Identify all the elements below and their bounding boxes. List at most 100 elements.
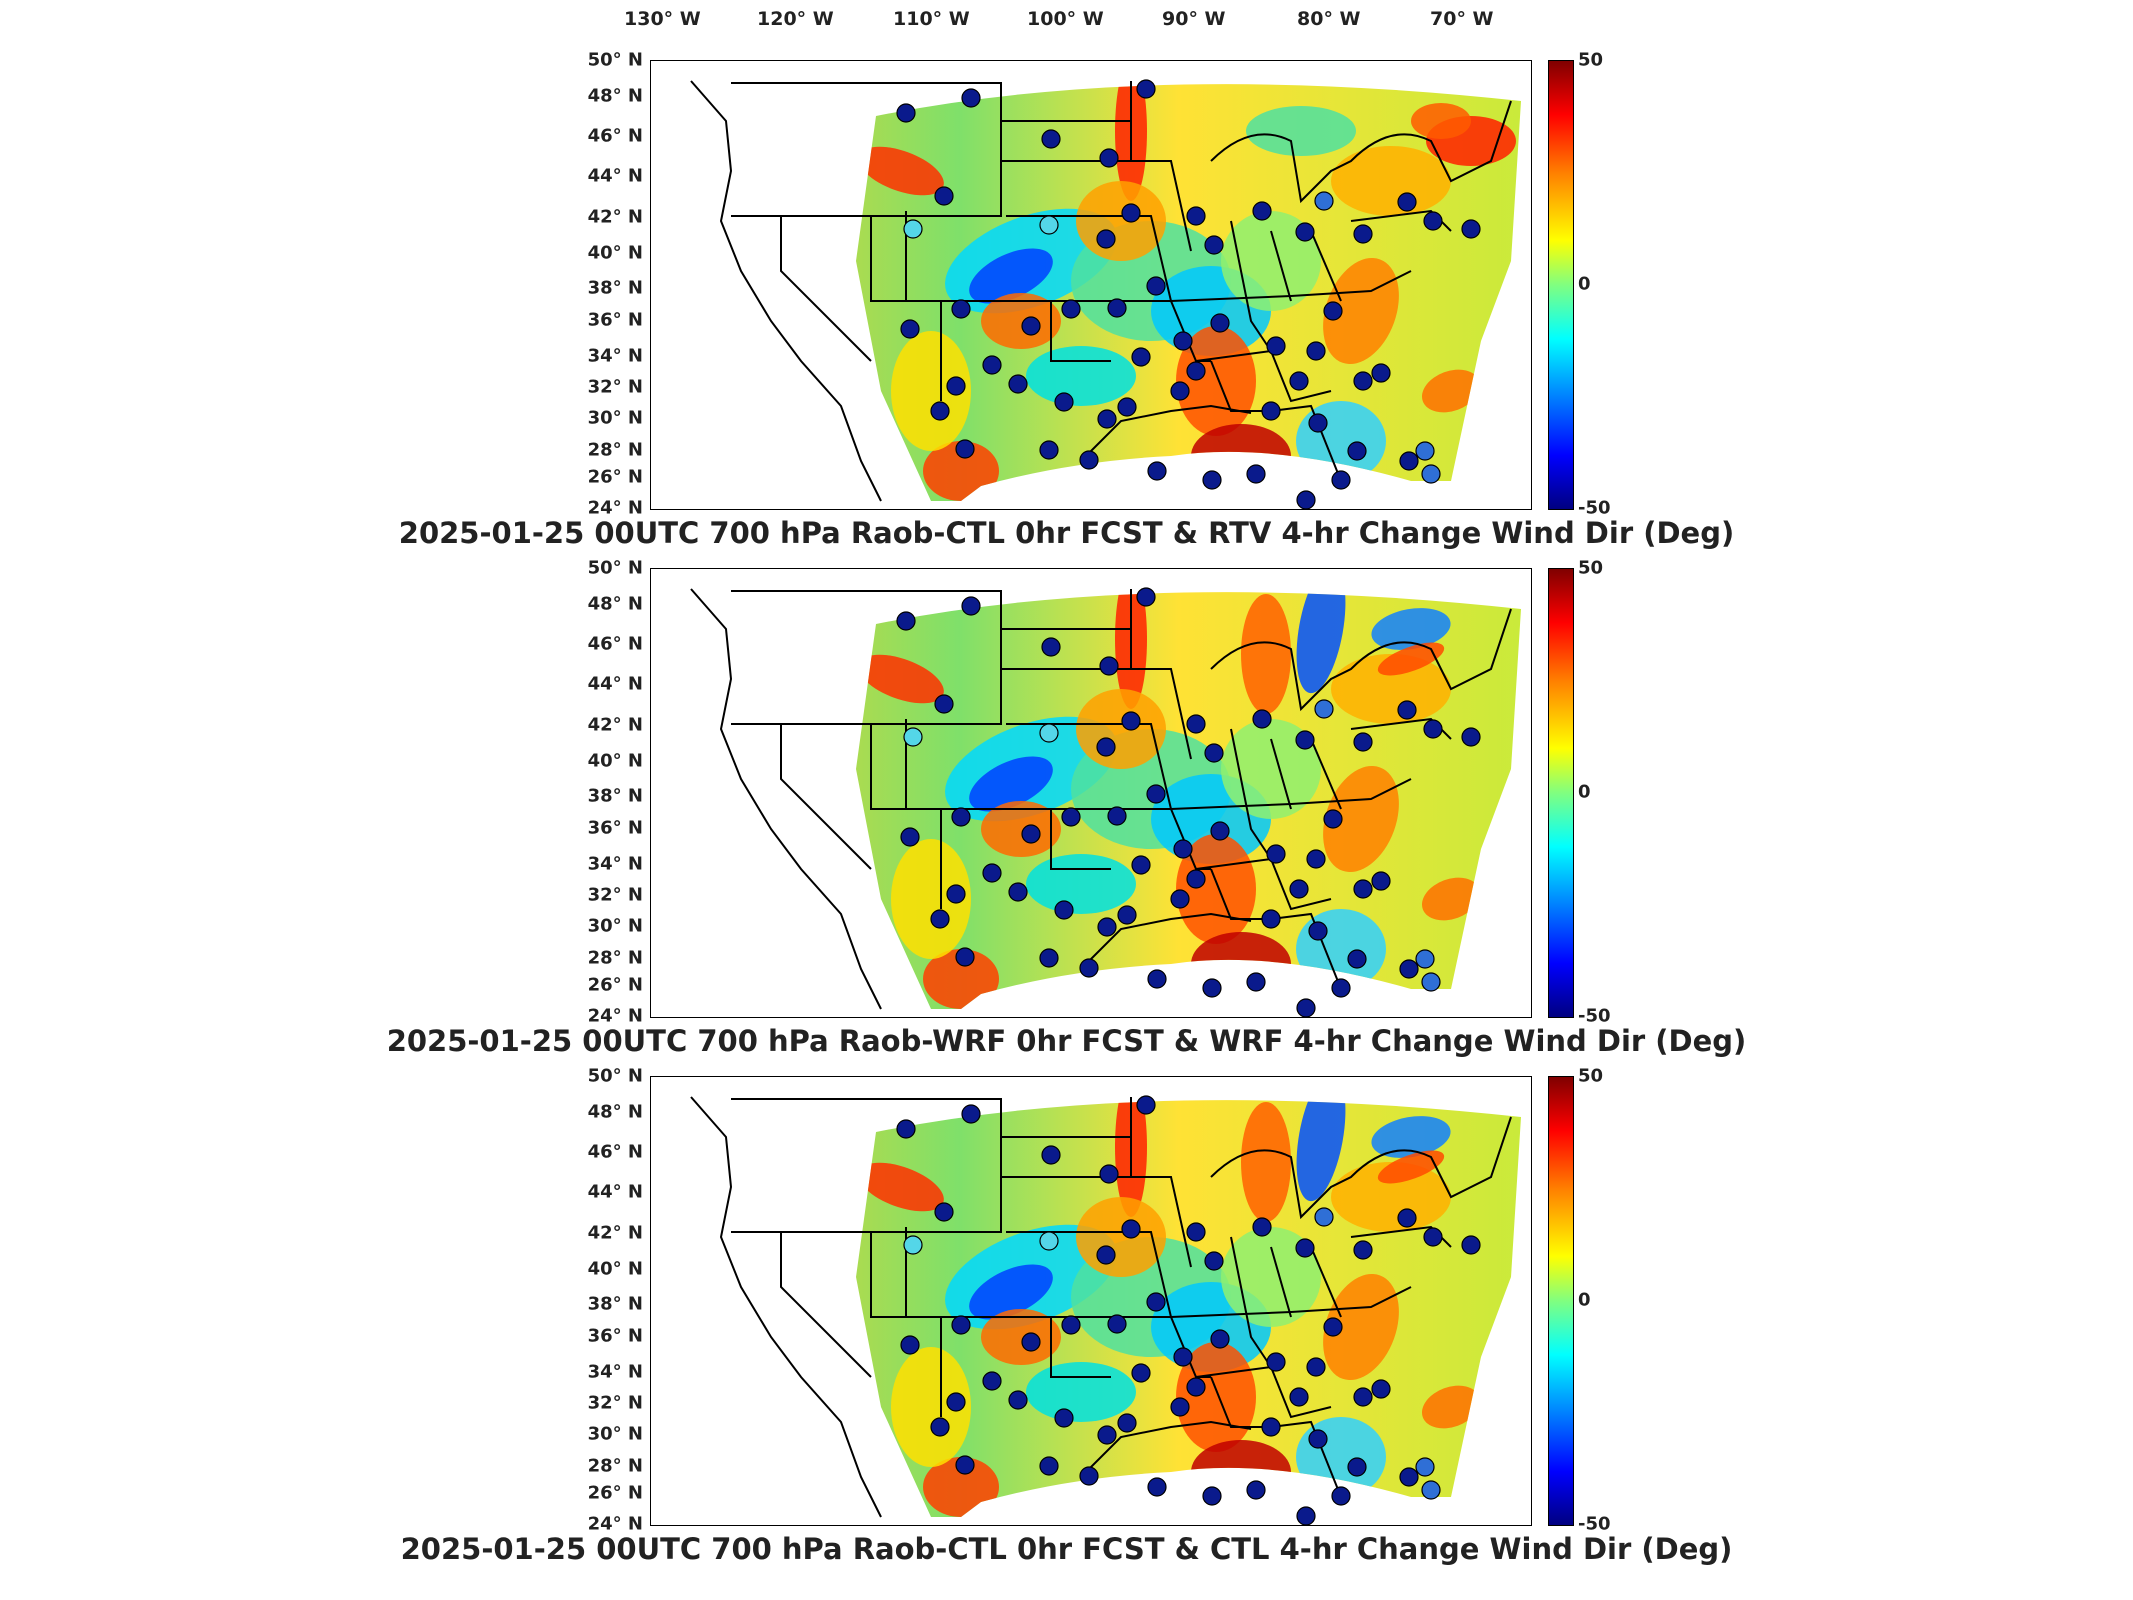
station-marker bbox=[1131, 855, 1151, 875]
station-marker bbox=[951, 807, 971, 827]
latitude-tick-label: 26° N bbox=[587, 466, 643, 488]
station-marker bbox=[955, 439, 975, 459]
longitude-tick-label: 120° W bbox=[757, 8, 834, 30]
station-marker bbox=[1353, 371, 1373, 391]
colorbar-tick-label: 50 bbox=[1578, 49, 1604, 71]
station-marker bbox=[1121, 711, 1141, 731]
station-marker bbox=[1079, 1466, 1099, 1486]
station-marker bbox=[1173, 1347, 1193, 1367]
station-marker bbox=[1252, 1217, 1272, 1237]
station-marker bbox=[961, 88, 981, 108]
latitude-tick-label: 48° N bbox=[587, 85, 643, 107]
station-marker bbox=[1266, 336, 1286, 356]
panel-title: 2025-01-25 00UTC 700 hPa Raob-CTL 0hr FC… bbox=[400, 1532, 1733, 1566]
latitude-tick-label: 42° N bbox=[587, 206, 643, 228]
station-marker bbox=[1295, 1238, 1315, 1258]
station-marker bbox=[1323, 809, 1343, 829]
latitude-tick-label: 40° N bbox=[587, 750, 643, 772]
station-marker bbox=[1296, 1506, 1316, 1525]
station-marker bbox=[982, 1371, 1002, 1391]
station-marker bbox=[1170, 889, 1190, 909]
station-marker bbox=[1021, 316, 1041, 336]
longitude-tick-label: 80° W bbox=[1297, 8, 1361, 30]
colorbar-tick-label: 0 bbox=[1578, 781, 1591, 803]
station-marker bbox=[1039, 215, 1059, 235]
station-marker bbox=[1096, 229, 1116, 249]
latitude-tick-label: 46° N bbox=[587, 125, 643, 147]
station-marker bbox=[1210, 313, 1230, 333]
station-marker bbox=[1314, 699, 1334, 719]
station-marker bbox=[955, 947, 975, 967]
station-marker bbox=[1461, 1235, 1481, 1255]
station-marker bbox=[1054, 1408, 1074, 1428]
station-marker bbox=[1261, 401, 1281, 421]
station-marker bbox=[1261, 909, 1281, 929]
station-marker bbox=[1261, 1417, 1281, 1437]
latitude-tick-label: 40° N bbox=[587, 242, 643, 264]
station-marker bbox=[1041, 1145, 1061, 1165]
station-marker bbox=[1371, 871, 1391, 891]
latitude-tick-label: 34° N bbox=[587, 853, 643, 875]
raob-stations bbox=[896, 79, 1481, 509]
colorbar bbox=[1548, 1076, 1574, 1526]
station-marker bbox=[903, 727, 923, 747]
latitude-tick-label: 30° N bbox=[587, 1423, 643, 1445]
station-marker bbox=[1107, 806, 1127, 826]
latitude-tick-label: 36° N bbox=[587, 309, 643, 331]
latitude-axis: 50° N 48° N 46° N 44° N 42° N 40° N 38° N 36° N… bbox=[583, 558, 643, 1027]
latitude-tick-label: 32° N bbox=[587, 376, 643, 398]
map-area bbox=[650, 1076, 1532, 1526]
longitude-tick-label: 100° W bbox=[1027, 8, 1104, 30]
longitude-tick-label: 90° W bbox=[1162, 8, 1226, 30]
station-marker bbox=[1147, 461, 1167, 481]
longitude-tick-label: 130° W bbox=[624, 8, 701, 30]
station-marker bbox=[955, 1455, 975, 1475]
latitude-axis: 50° N 48° N 46° N 44° N 42° N 40° N 38° N 36° N… bbox=[583, 1066, 643, 1535]
station-marker bbox=[1173, 839, 1193, 859]
station-marker bbox=[946, 376, 966, 396]
latitude-tick-label: 44° N bbox=[587, 165, 643, 187]
station-marker bbox=[1186, 1377, 1206, 1397]
latitude-tick-label: 28° N bbox=[587, 947, 643, 969]
station-marker bbox=[1204, 743, 1224, 763]
station-marker bbox=[1202, 1486, 1222, 1506]
station-marker bbox=[946, 884, 966, 904]
latitude-tick-label: 50° N bbox=[587, 557, 643, 579]
station-marker bbox=[1136, 587, 1156, 607]
station-marker bbox=[961, 596, 981, 616]
colorbar-tick-label: -50 bbox=[1578, 1005, 1611, 1027]
station-marker bbox=[1202, 978, 1222, 998]
station-marker bbox=[1107, 298, 1127, 318]
station-marker bbox=[1353, 879, 1373, 899]
station-marker bbox=[1186, 714, 1206, 734]
station-marker bbox=[1252, 709, 1272, 729]
latitude-tick-label: 44° N bbox=[587, 673, 643, 695]
station-marker bbox=[1107, 1314, 1127, 1334]
latitude-tick-label: 46° N bbox=[587, 1141, 643, 1163]
latitude-tick-label: 42° N bbox=[587, 1222, 643, 1244]
station-marker bbox=[951, 1315, 971, 1335]
station-marker bbox=[1306, 1357, 1326, 1377]
station-marker bbox=[1347, 949, 1367, 969]
colorbar-tick-label: -50 bbox=[1578, 497, 1611, 519]
wind-direction-field bbox=[856, 84, 1521, 501]
station-marker bbox=[1353, 1387, 1373, 1407]
station-marker bbox=[1079, 958, 1099, 978]
latitude-tick-label: 30° N bbox=[587, 915, 643, 937]
station-marker bbox=[930, 1417, 950, 1437]
latitude-tick-label: 38° N bbox=[587, 785, 643, 807]
station-marker bbox=[1306, 341, 1326, 361]
station-marker bbox=[1096, 737, 1116, 757]
station-marker bbox=[951, 299, 971, 319]
station-marker bbox=[934, 186, 954, 206]
colorbar-tick-label: -50 bbox=[1578, 1513, 1611, 1535]
station-marker bbox=[1347, 1457, 1367, 1477]
latitude-tick-label: 40° N bbox=[587, 1258, 643, 1280]
station-marker bbox=[1054, 392, 1074, 412]
station-marker bbox=[1039, 1231, 1059, 1251]
station-marker bbox=[1314, 191, 1334, 211]
station-marker bbox=[1097, 917, 1117, 937]
station-marker bbox=[1423, 719, 1443, 739]
station-marker bbox=[1314, 1207, 1334, 1227]
station-marker bbox=[1079, 450, 1099, 470]
